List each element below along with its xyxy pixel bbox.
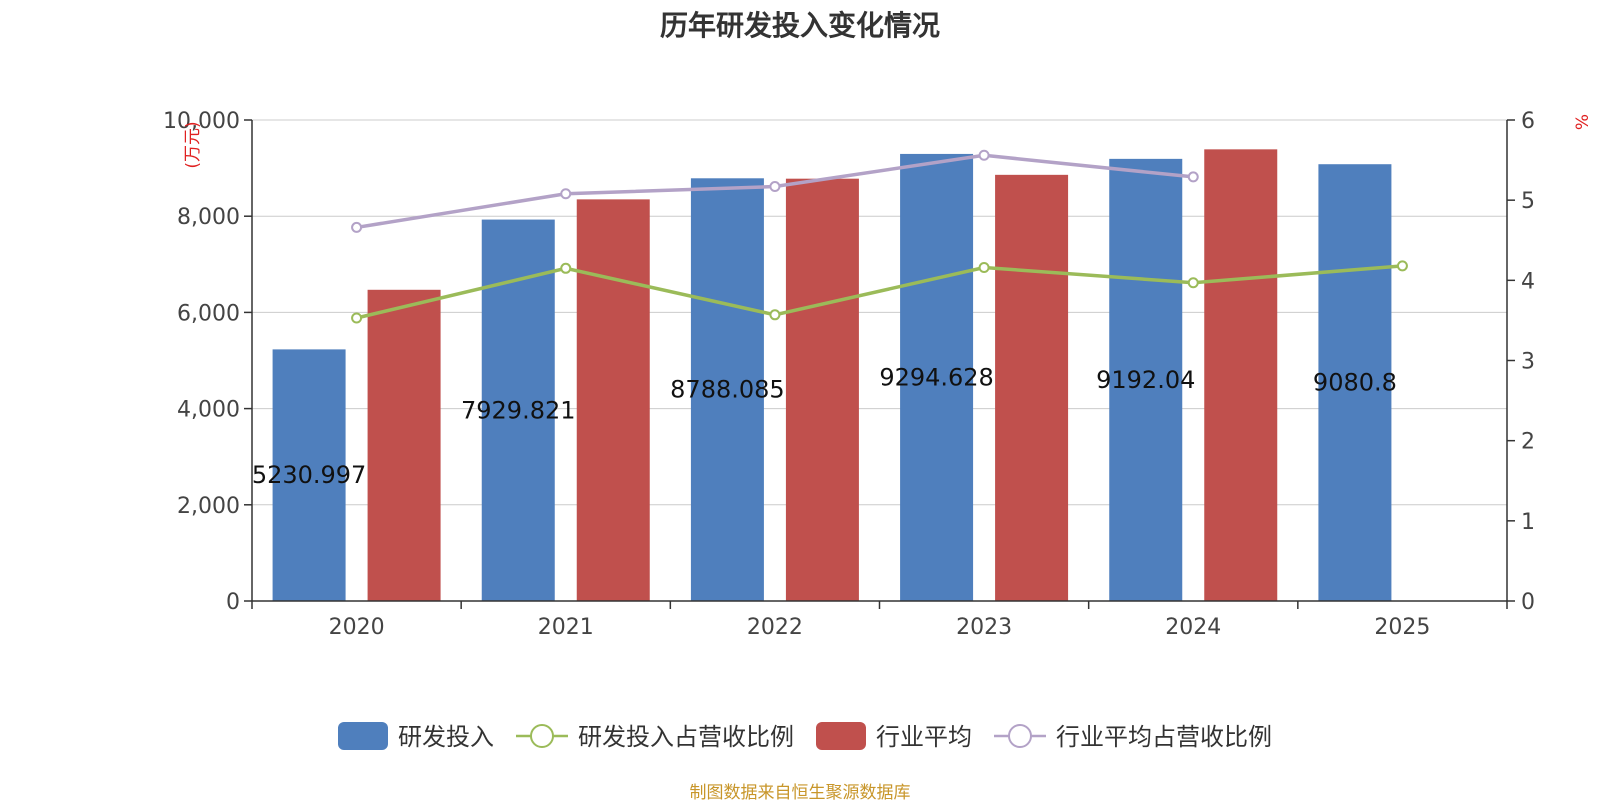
- y-right-tick-label: 5: [1521, 189, 1535, 214]
- y-left-tick-label: 0: [226, 590, 240, 615]
- chart-title: 历年研发投入变化情况: [659, 9, 940, 42]
- bar-industry: [785, 178, 859, 601]
- legend-swatch-bar: [338, 722, 388, 750]
- bar-industry: [1204, 149, 1278, 601]
- x-tick-label: 2024: [1165, 615, 1221, 640]
- bar-data-label: 8788.085: [670, 376, 785, 404]
- legend-swatch-marker: [530, 724, 554, 748]
- line-layer: [351, 149, 1408, 324]
- x-tick-label: 2023: [956, 615, 1012, 640]
- source-note: 制图数据来自恒生聚源数据库: [689, 783, 911, 803]
- bar-rd: [481, 219, 555, 601]
- bar-rd: [1318, 164, 1392, 602]
- line-point: [769, 309, 781, 321]
- line-point: [1187, 171, 1199, 183]
- line-point: [978, 149, 990, 161]
- line-point: [351, 221, 363, 233]
- bar-rd: [690, 178, 764, 602]
- grid-layer: [252, 119, 1507, 506]
- y-left-tick-label: 6,000: [177, 301, 240, 326]
- legend-swatch-marker: [1008, 724, 1032, 748]
- y-right-tick-label: 3: [1521, 350, 1535, 375]
- y-right-tick-label: 1: [1521, 510, 1535, 535]
- series-line: [356, 264, 1403, 320]
- y-right-tick-label: 0: [1521, 590, 1535, 615]
- legend-layer: 研发投入 研发投入占营收比例 行业平均 行业平均占营收比例: [338, 722, 1272, 751]
- legend-label: 研发投入占营收比例: [578, 723, 794, 751]
- bar-rd: [1109, 158, 1183, 602]
- bar-rd: [900, 153, 974, 601]
- y-left-tick-label: 10,000: [163, 109, 240, 134]
- y-right-tick-label: 2: [1521, 430, 1535, 455]
- y-right-tick-label: 6: [1521, 109, 1535, 134]
- bar-data-label: 9192.04: [1096, 366, 1195, 394]
- bar-data-label: 9294.628: [879, 363, 994, 391]
- legend-label: 研发投入: [398, 723, 494, 751]
- line-point: [1187, 277, 1199, 289]
- line-point: [978, 262, 990, 274]
- legend-label: 行业平均占营收比例: [1056, 723, 1272, 751]
- y-left-unit: (万元): [183, 121, 203, 168]
- line-point: [351, 312, 363, 324]
- legend-label: 行业平均: [876, 723, 972, 751]
- x-tick-label: 2025: [1374, 615, 1430, 640]
- y-left-tick-label: 8,000: [177, 205, 240, 230]
- bar-rd: [272, 349, 346, 601]
- bar-data-label: 9080.8: [1313, 369, 1397, 397]
- y-left-tick-label: 2,000: [177, 494, 240, 519]
- bar-industry: [367, 289, 441, 601]
- legend-swatch-bar: [816, 722, 866, 750]
- line-point: [560, 262, 572, 274]
- bar-industry: [995, 174, 1069, 602]
- bar-data-label: 7929.821: [461, 396, 576, 424]
- x-tick-label: 2021: [538, 615, 594, 640]
- x-tick-label: 2022: [747, 615, 803, 640]
- bar-layer: [272, 149, 1392, 602]
- axis-layer: 0 2,000 4,000 6,000 8,000 10,000 0 1 2 3 4 5 6 (万元) % 2…: [163, 109, 1593, 640]
- line-point: [560, 188, 572, 200]
- y-left-tick-label: 4,000: [177, 398, 240, 423]
- y-right-tick-label: 4: [1521, 269, 1535, 294]
- line-point: [769, 181, 781, 193]
- x-tick-label: 2020: [329, 615, 385, 640]
- label-layer: 5230.997 7929.821 8788.085 9294.628 9192.04 9…: [252, 363, 1397, 489]
- bar-industry: [576, 199, 650, 602]
- bar-data-label: 5230.997: [252, 461, 367, 489]
- line-point: [1396, 260, 1408, 272]
- y-right-unit: %: [1573, 114, 1593, 130]
